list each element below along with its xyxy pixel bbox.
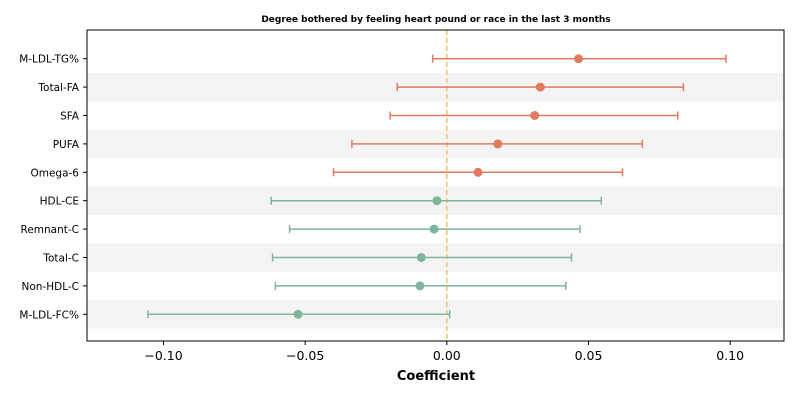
y-tick-label: M-LDL-TG% xyxy=(19,54,79,66)
estimate-point xyxy=(493,139,503,149)
x-axis-title: Coefficient xyxy=(397,369,475,384)
x-axis: −0.10 −0.05 0.00 0.05 0.10 xyxy=(144,341,744,363)
y-tick-label: HDL-CE xyxy=(40,196,79,208)
estimate-point xyxy=(293,309,303,319)
y-tick-label: PUFA xyxy=(53,139,80,151)
x-tick-label: −0.05 xyxy=(286,348,324,363)
x-tick-label: 0.00 xyxy=(433,348,461,363)
y-tick-label: Remnant-C xyxy=(21,224,80,236)
estimate-point xyxy=(416,253,426,262)
chart-title: Degree bothered by feeling heart pound o… xyxy=(261,15,610,25)
estimate-point xyxy=(473,167,483,177)
x-tick-label: 0.05 xyxy=(575,348,603,363)
estimate-point xyxy=(415,281,425,291)
x-tick-label: 0.10 xyxy=(716,348,744,363)
estimate-point xyxy=(432,196,442,206)
y-tick-label: Omega-6 xyxy=(30,167,79,179)
data-marks xyxy=(147,54,727,319)
plot-frame xyxy=(86,29,785,342)
y-tick-label: Total-FA xyxy=(37,82,79,94)
x-tick-label: −0.10 xyxy=(144,348,182,363)
y-tick-label: Total-C xyxy=(42,253,79,265)
estimate-point xyxy=(535,82,545,92)
y-tick-label: SFA xyxy=(60,111,80,123)
estimate-point xyxy=(429,224,439,234)
y-tick-label: M-LDL-FC% xyxy=(19,309,79,321)
estimate-point xyxy=(574,54,584,64)
y-tick-label: Non-HDL-C xyxy=(22,281,80,293)
estimate-point xyxy=(530,111,540,120)
y-axis: M-LDL-TG% Total-FA SFA PUFA Omega-6 HDL-CE Rem… xyxy=(19,54,87,321)
